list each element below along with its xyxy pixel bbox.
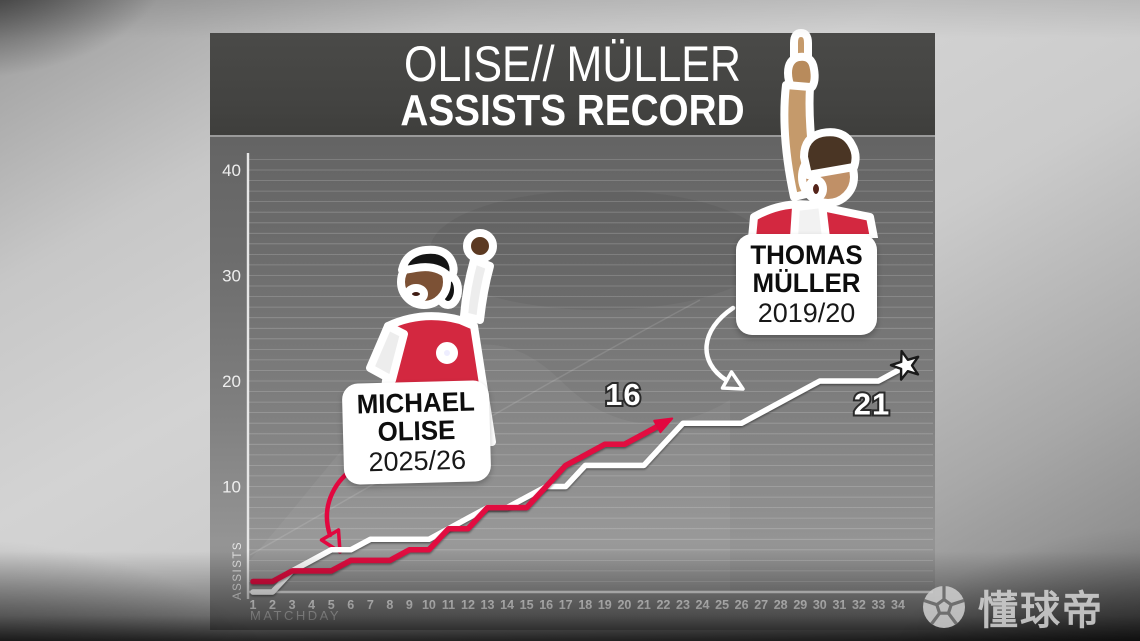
olise-mouth bbox=[404, 284, 428, 304]
mueller-label-sticker: THOMAS MÜLLER 2019/20 bbox=[736, 234, 877, 335]
svg-text:22: 22 bbox=[656, 598, 670, 612]
mueller-record-star bbox=[889, 349, 920, 381]
olise-name-line1: MICHAEL bbox=[356, 386, 476, 420]
mueller-jersey-white bbox=[790, 200, 830, 238]
x-axis-tick-labels: 1 2 3 4 5 6 7 8 9 10 11 12 13 14 15 16 17 18 19 20 21 22 23 24 2… bbox=[250, 598, 905, 612]
y-axis-label: ASSISTS bbox=[232, 541, 244, 600]
svg-text:21: 21 bbox=[637, 598, 651, 612]
mueller-season: 2019/20 bbox=[757, 298, 856, 329]
svg-text:29: 29 bbox=[793, 598, 807, 612]
svg-text:12: 12 bbox=[461, 598, 475, 612]
olise-name-line2: OLISE bbox=[377, 414, 456, 447]
svg-text:40: 40 bbox=[222, 161, 241, 180]
svg-text:28: 28 bbox=[774, 598, 788, 612]
svg-text:17: 17 bbox=[559, 598, 573, 612]
svg-text:8: 8 bbox=[386, 598, 393, 612]
svg-text:23: 23 bbox=[676, 598, 690, 612]
svg-text:19: 19 bbox=[598, 598, 612, 612]
svg-text:15: 15 bbox=[520, 598, 534, 612]
svg-text:20: 20 bbox=[617, 598, 631, 612]
svg-text:13: 13 bbox=[481, 598, 495, 612]
y-axis-tick-labels: 10 20 30 40 bbox=[222, 161, 241, 497]
svg-text:20: 20 bbox=[222, 372, 241, 391]
olise-label-sticker: MICHAEL OLISE 2025/26 bbox=[341, 380, 492, 485]
svg-text:18: 18 bbox=[578, 598, 592, 612]
svg-text:7: 7 bbox=[367, 598, 374, 612]
mueller-name-line1: THOMAS bbox=[750, 240, 863, 270]
olise-fist bbox=[463, 229, 497, 263]
svg-text:27: 27 bbox=[754, 598, 768, 612]
svg-text:32: 32 bbox=[852, 598, 866, 612]
svg-text:25: 25 bbox=[715, 598, 729, 612]
svg-text:31: 31 bbox=[832, 598, 846, 612]
mueller-name-line2: MÜLLER bbox=[752, 267, 861, 298]
mueller-photo-cutout bbox=[748, 29, 878, 238]
mueller-hair bbox=[800, 128, 860, 179]
mueller-end-value: 21 bbox=[854, 386, 890, 421]
svg-text:30: 30 bbox=[813, 598, 827, 612]
svg-text:9: 9 bbox=[406, 598, 413, 612]
svg-text:14: 14 bbox=[500, 598, 514, 612]
x-axis-label: MATCHDAY bbox=[250, 608, 341, 623]
watermark: 懂球帝 bbox=[920, 578, 1104, 636]
svg-text:24: 24 bbox=[696, 598, 710, 612]
svg-text:33: 33 bbox=[871, 598, 885, 612]
svg-text:26: 26 bbox=[735, 598, 749, 612]
svg-text:11: 11 bbox=[442, 598, 455, 612]
watermark-text: 懂球帝 bbox=[978, 589, 1104, 633]
mueller-mouth bbox=[805, 176, 827, 202]
svg-text:10: 10 bbox=[222, 478, 241, 497]
olise-badge bbox=[436, 342, 458, 364]
svg-text:34: 34 bbox=[891, 598, 905, 612]
svg-text:6: 6 bbox=[347, 598, 354, 612]
svg-text:16: 16 bbox=[539, 598, 553, 612]
svg-text:10: 10 bbox=[422, 598, 436, 612]
svg-text:30: 30 bbox=[222, 267, 241, 286]
olise-raised-sleeve bbox=[460, 256, 494, 324]
football-logo-icon bbox=[923, 586, 965, 628]
olise-end-value: 16 bbox=[605, 377, 641, 412]
olise-season: 2025/26 bbox=[368, 444, 467, 478]
